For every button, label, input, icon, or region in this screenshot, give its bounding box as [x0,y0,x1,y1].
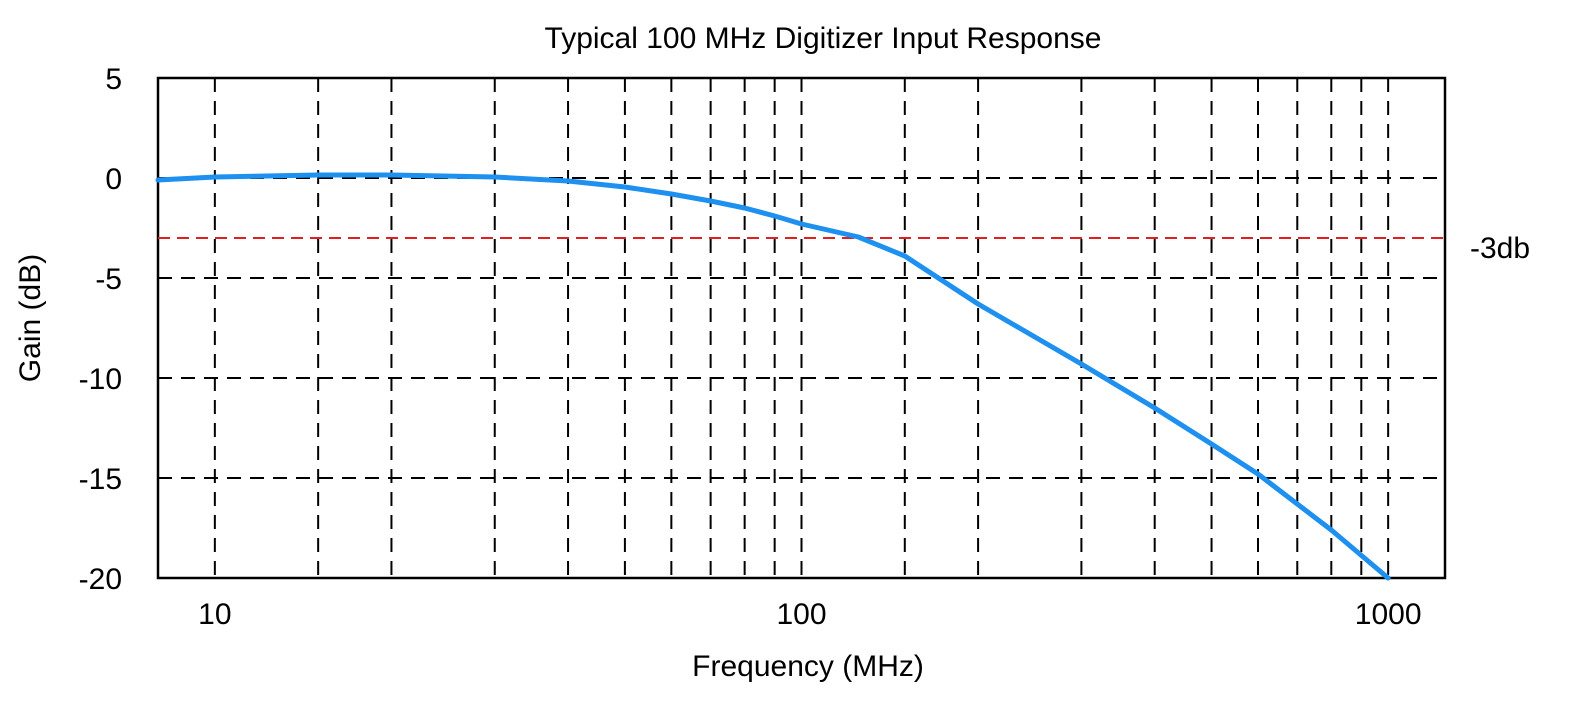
x-tick-label: 10 [198,598,231,631]
x-tick-label: 1000 [1355,598,1422,631]
tick-labels: 5 0 -5 -10 -15 -20 10 100 1000 [79,63,1422,631]
y-tick-label: -5 [95,263,122,296]
plot-frame [156,76,1447,580]
x-axis-label: Frequency (MHz) [692,650,924,683]
y-tick-label: 5 [105,63,122,96]
series-line [155,172,1391,581]
plot-area [155,172,1391,581]
y-axis-label: Gain (dB) [14,254,47,382]
grid [156,76,1447,580]
y-tick-label: 0 [105,163,122,196]
y-tick-label: -20 [79,563,122,596]
chart-title: Typical 100 MHz Digitizer Input Response [545,22,1102,55]
y-tick-label: -15 [79,463,122,496]
y-tick-label: -10 [79,363,122,396]
x-tick-label: 100 [776,598,826,631]
reference-line-label: -3db [1470,232,1530,265]
